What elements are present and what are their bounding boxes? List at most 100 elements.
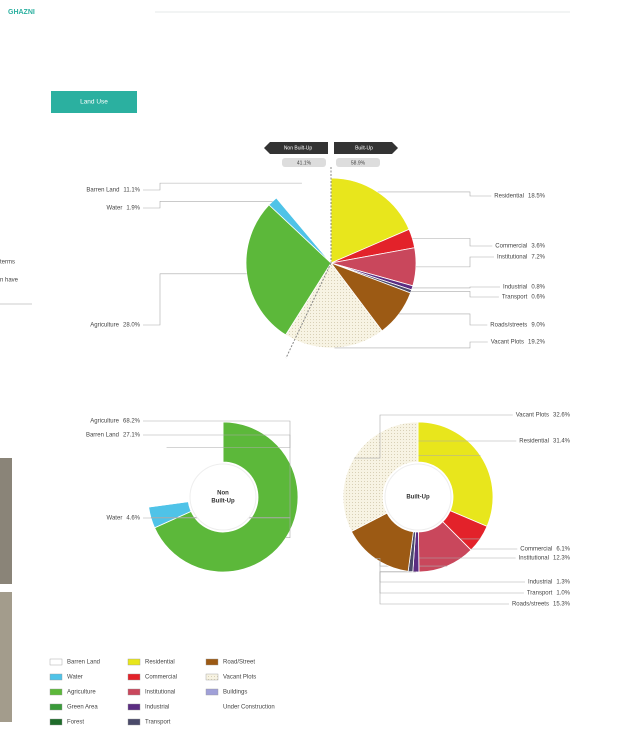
photo xyxy=(0,458,12,584)
value-label: 28.0% xyxy=(123,323,141,329)
split-share: 58.9% xyxy=(351,160,366,166)
legend-label: Agriculture xyxy=(67,690,96,696)
legend-swatch xyxy=(49,688,63,696)
legend-label: Industrial xyxy=(145,705,169,711)
value-label: 11.1% xyxy=(123,188,140,194)
leader-line xyxy=(411,291,499,298)
category-label: Agriculture xyxy=(90,419,119,425)
value-label: 15.3% xyxy=(553,602,571,608)
legend-swatch xyxy=(49,658,63,666)
value-label: 31.4% xyxy=(553,439,571,445)
donut-center xyxy=(189,463,257,531)
legend-swatch xyxy=(205,673,219,681)
leader-line xyxy=(412,238,493,247)
split-label: Built-Up xyxy=(355,145,373,151)
leader-line xyxy=(143,200,273,209)
split-share: 41.1% xyxy=(297,160,312,166)
category-label: Barren Land xyxy=(86,188,119,194)
leader-line xyxy=(415,256,494,268)
slice xyxy=(154,421,299,573)
category-label: Barren Land xyxy=(86,433,119,439)
category-label: Water xyxy=(107,206,123,212)
center-label: Non xyxy=(217,491,229,497)
leader-line xyxy=(377,191,492,197)
category-label: Transport xyxy=(502,295,528,301)
leader-line xyxy=(412,286,500,289)
side-text: n have xyxy=(0,278,19,284)
slice xyxy=(330,177,410,264)
category-label: Institutional xyxy=(497,255,527,261)
category-label: Residential xyxy=(519,439,549,445)
legend-label: Green Area xyxy=(67,705,98,711)
legend-swatch xyxy=(127,703,141,711)
legend-swatch xyxy=(205,658,219,666)
center-label: Built-Up xyxy=(406,495,430,501)
value-label: 6.1% xyxy=(556,547,570,553)
value-label: 1.0% xyxy=(556,591,570,597)
side-text: terms xyxy=(0,260,15,266)
leader-line xyxy=(353,414,513,459)
split-pill xyxy=(336,158,380,167)
legend-swatch xyxy=(127,688,141,696)
value-label: 12.3% xyxy=(553,556,571,562)
category-label: Transport xyxy=(527,591,553,597)
photo xyxy=(0,592,12,722)
legend-label: Water xyxy=(67,675,83,681)
legend-label: Buildings xyxy=(223,690,247,696)
split-label: Non Built-Up xyxy=(284,145,313,151)
charts: 18.5% Residential 3.6% Commercial 7.2% Instit… xyxy=(86,174,571,608)
category-label: Roads/streets xyxy=(512,602,549,608)
value-label: 4.6% xyxy=(126,516,140,522)
legend-swatch xyxy=(127,673,141,681)
value-label: 1.9% xyxy=(126,206,140,212)
legend-label: Institutional xyxy=(145,690,175,696)
slice xyxy=(147,421,224,508)
split-tag xyxy=(334,142,398,154)
value-label: 0.8% xyxy=(531,285,545,291)
leader-line xyxy=(143,420,291,539)
category-label: Water xyxy=(107,516,123,522)
value-label: 18.5% xyxy=(528,194,546,200)
legend-label: Under Construction xyxy=(223,705,275,711)
category-label: Commercial xyxy=(520,547,552,553)
legend-swatch xyxy=(49,673,63,681)
leader-line xyxy=(334,341,488,349)
slice xyxy=(417,421,494,527)
legend: Barren Land Water Agriculture Green Area For… xyxy=(49,658,275,726)
legend-label: Forest xyxy=(67,720,84,726)
value-label: 32.6% xyxy=(553,413,571,419)
legend-label: Barren Land xyxy=(67,660,100,666)
value-label: 19.2% xyxy=(528,340,546,346)
category-label: Agriculture xyxy=(90,323,119,329)
legend-label: Road/Street xyxy=(223,660,255,666)
category-label: Commercial xyxy=(495,244,527,250)
split-tag xyxy=(264,142,328,154)
value-label: 9.0% xyxy=(531,323,545,329)
category-label: Industrial xyxy=(528,580,552,586)
leader-line xyxy=(379,571,524,594)
slice xyxy=(342,421,419,533)
value-label: 0.6% xyxy=(531,295,545,301)
legend-label: Commercial xyxy=(145,675,177,681)
center-label: Built-Up xyxy=(211,499,235,505)
donut-center xyxy=(384,463,452,531)
leader-line xyxy=(399,313,488,326)
category-label: Roads/streets xyxy=(490,323,527,329)
legend-swatch xyxy=(127,718,141,726)
category-label: Industrial xyxy=(503,285,527,291)
value-label: 3.6% xyxy=(531,244,545,250)
legend-swatch xyxy=(49,718,63,726)
land-use-button[interactable] xyxy=(51,91,137,113)
category-label: Institutional xyxy=(519,556,549,562)
value-label: 7.2% xyxy=(531,255,545,261)
leader-line xyxy=(143,434,291,448)
divider xyxy=(285,262,332,359)
leader-line xyxy=(374,558,509,605)
legend-label: Transport xyxy=(145,720,171,726)
legend-label: Residential xyxy=(145,660,175,666)
value-label: 68.2% xyxy=(123,419,141,425)
button-label: Land Use xyxy=(80,99,108,106)
leader-line xyxy=(143,182,302,191)
legend-label: Vacant Plots xyxy=(223,675,256,681)
